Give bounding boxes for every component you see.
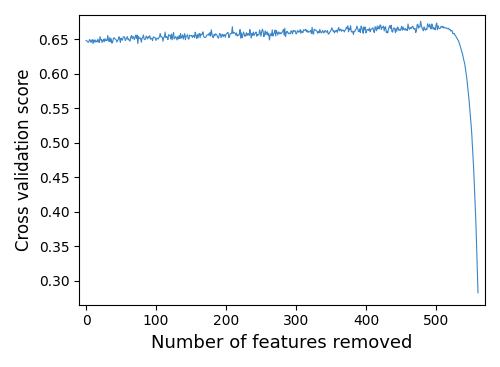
Y-axis label: Cross validation score: Cross validation score	[15, 69, 33, 251]
X-axis label: Number of features removed: Number of features removed	[152, 334, 412, 352]
